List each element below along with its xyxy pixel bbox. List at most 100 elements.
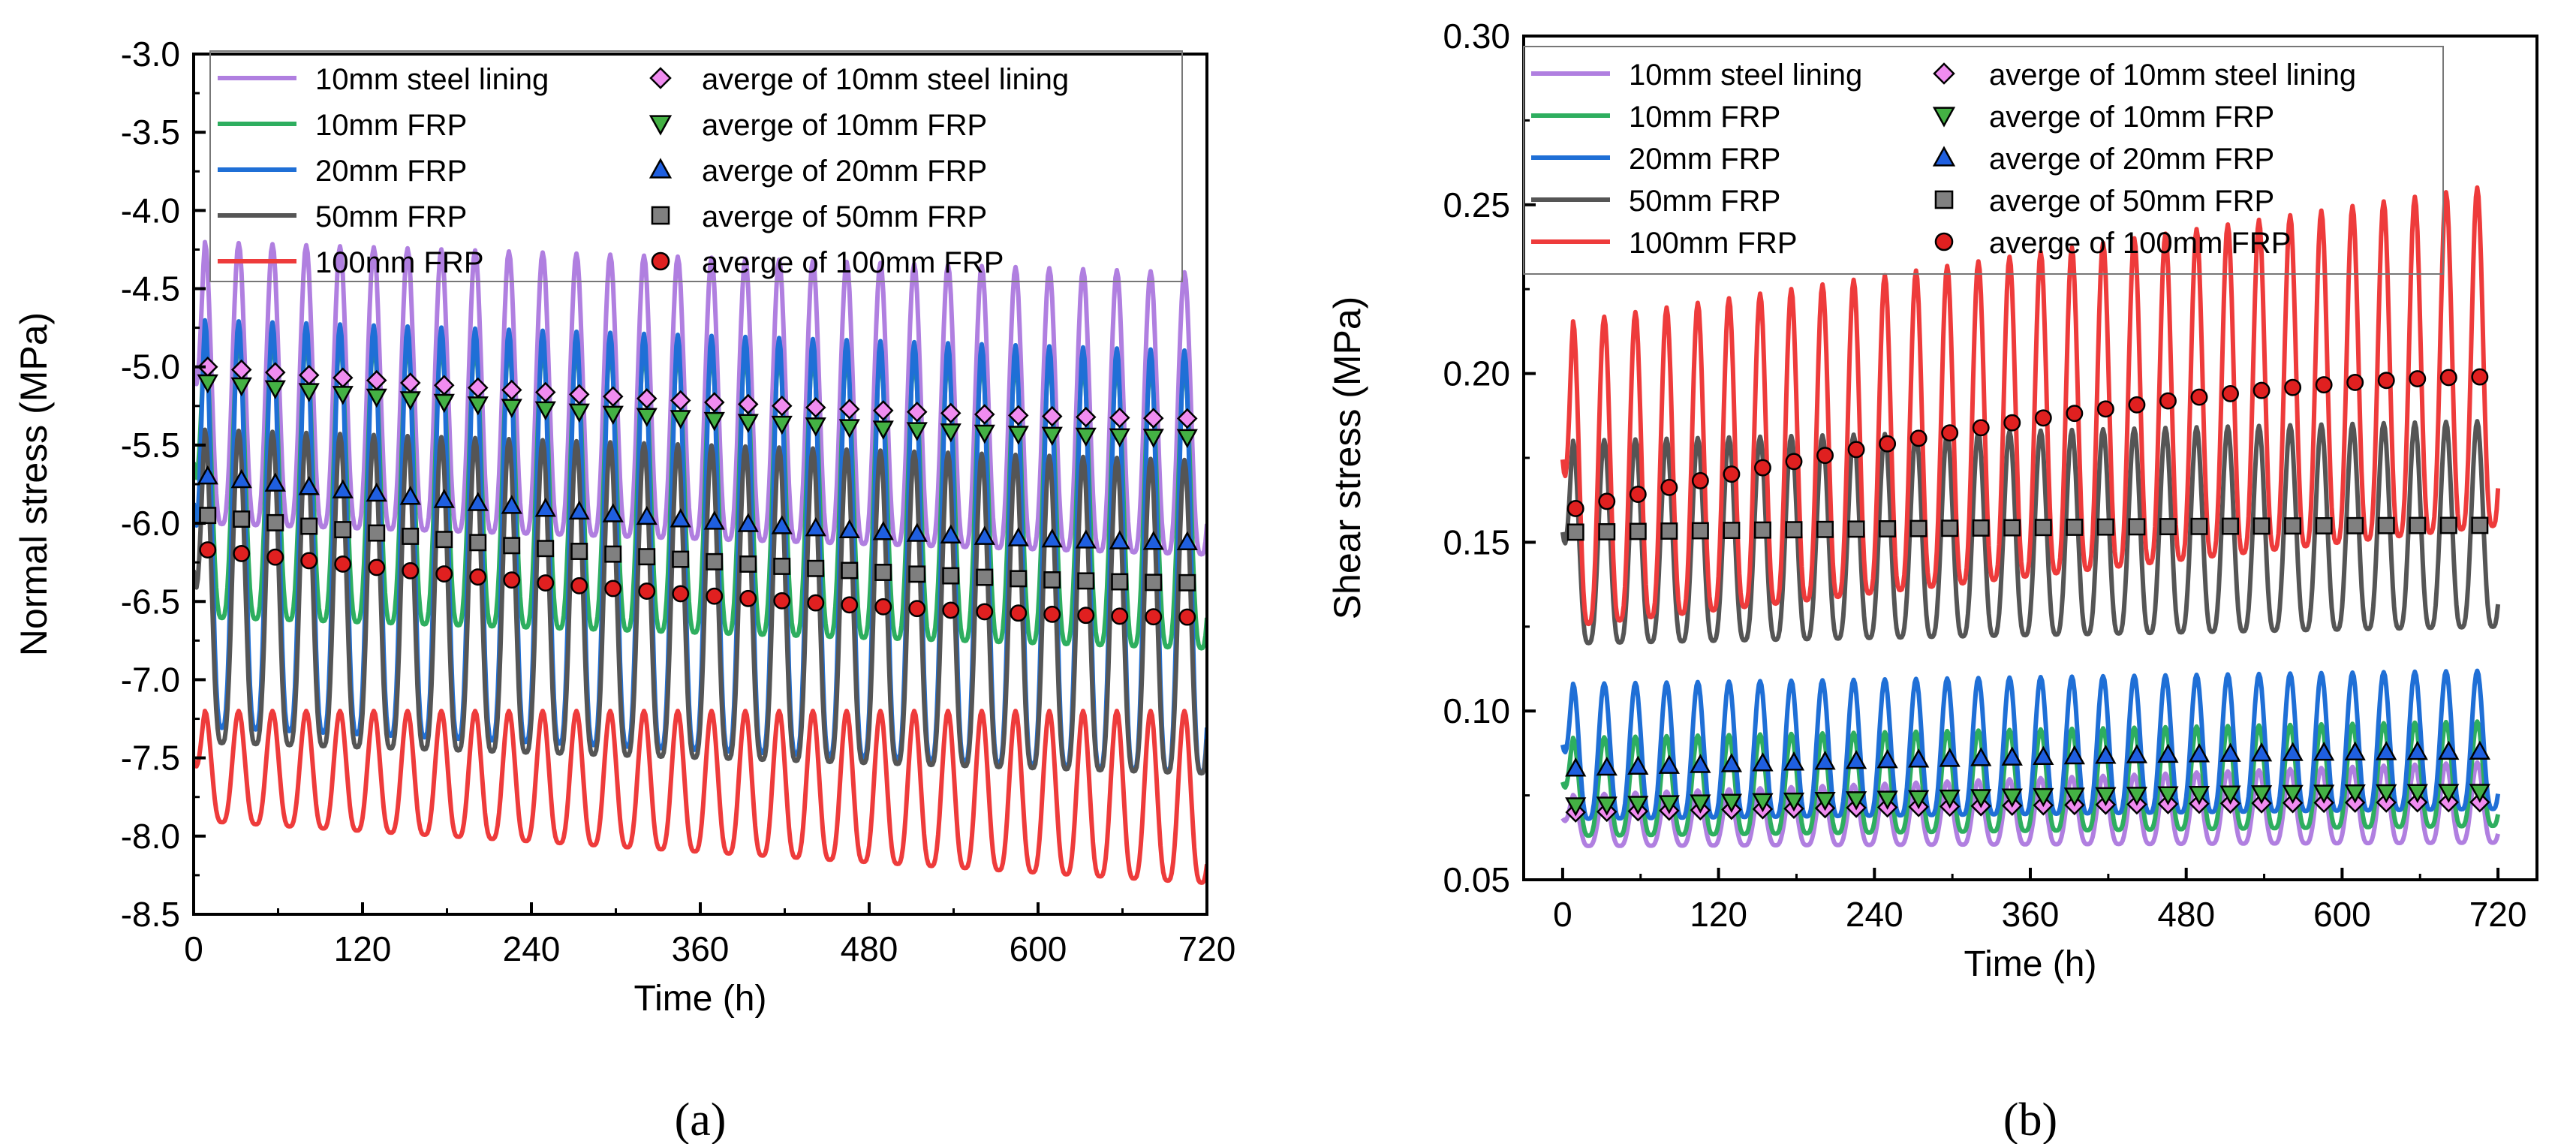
average-point — [1909, 519, 1927, 537]
average-point — [841, 561, 859, 580]
series-line-2 — [194, 333, 1207, 651]
average-point — [568, 500, 590, 520]
average-point — [771, 395, 793, 417]
average-point — [1176, 531, 1198, 550]
average-point — [636, 388, 658, 409]
average-point — [638, 583, 656, 600]
y-axis-label: Normal stress (MPa) — [13, 312, 55, 656]
average-point — [2377, 372, 2395, 390]
series-line-1 — [194, 239, 1207, 557]
legend-line-label: 10mm FRP — [315, 109, 467, 142]
panel-label: (b) — [2003, 1094, 2057, 1144]
average-point — [1845, 749, 1867, 769]
average-point — [602, 405, 624, 426]
average-point — [805, 397, 826, 418]
legend-marker-swatch — [1934, 232, 1954, 251]
average-point — [2066, 405, 2084, 423]
average-point — [908, 565, 926, 583]
y-tick-label: -7.0 — [121, 660, 180, 699]
average-point — [604, 580, 622, 598]
average-point — [706, 587, 724, 605]
average-point — [1752, 752, 1774, 772]
average-point — [2315, 376, 2333, 394]
average-point — [1627, 796, 1649, 815]
average-point — [2001, 746, 2023, 766]
average-point — [2406, 784, 2428, 803]
average-point — [1814, 750, 1836, 770]
average-point — [1720, 753, 1743, 772]
average-point — [807, 559, 825, 577]
average-point — [2469, 784, 2490, 803]
average-point — [1075, 529, 1097, 549]
average-point — [838, 419, 860, 438]
average-point — [773, 557, 791, 575]
average-series-3 — [197, 465, 1198, 550]
x-tick-label: 240 — [503, 929, 561, 968]
average-point — [1627, 755, 1649, 775]
average-point — [2438, 784, 2460, 803]
average-point — [703, 411, 725, 432]
average-point — [739, 555, 757, 573]
average-point — [469, 534, 487, 552]
average-point — [874, 598, 892, 616]
average-point — [737, 393, 759, 415]
average-point — [264, 472, 286, 492]
average-point — [1007, 527, 1029, 546]
legend-marker-swatch — [649, 158, 673, 179]
average-point — [1908, 748, 1930, 768]
average-point — [503, 571, 521, 589]
plot-area — [1560, 185, 2501, 848]
average-point — [636, 408, 658, 427]
average-point — [1754, 459, 1771, 477]
y-tick-label: -5.0 — [121, 348, 180, 387]
y-tick-label: -4.5 — [121, 269, 180, 309]
average-point — [2063, 787, 2085, 807]
legend-line-label: 50mm FRP — [1629, 185, 1780, 218]
average-point — [773, 592, 791, 610]
average-point — [1847, 520, 1865, 538]
average-point — [1010, 570, 1028, 588]
average-point — [2188, 743, 2210, 763]
x-tick-label: 720 — [1178, 929, 1236, 968]
average-point — [467, 492, 489, 511]
average-point — [469, 568, 487, 586]
average-point — [1970, 747, 1992, 766]
average-point — [1041, 528, 1063, 548]
average-point — [2252, 381, 2271, 399]
average-point — [2095, 745, 2117, 764]
average-point — [300, 552, 318, 570]
average-point — [366, 388, 387, 408]
average-series-5 — [1566, 368, 2489, 517]
average-point — [366, 482, 387, 502]
average-point — [332, 386, 354, 405]
average-point — [2033, 787, 2054, 808]
average-point — [2344, 741, 2366, 760]
average-point — [2096, 518, 2114, 536]
average-point — [1658, 795, 1680, 814]
average-point — [771, 415, 793, 435]
average-point — [805, 417, 826, 437]
legend-marker-swatch — [649, 115, 673, 136]
average-point — [2066, 518, 2084, 536]
average-point — [1690, 794, 1711, 814]
average-point — [670, 508, 691, 528]
x-tick-label: 720 — [2469, 895, 2527, 934]
average-point — [1566, 523, 1584, 541]
series-line-3 — [1560, 668, 2501, 821]
average-point — [501, 495, 522, 514]
y-tick-label: 0.05 — [1443, 860, 1510, 899]
average-point — [2409, 370, 2427, 387]
average-point — [1690, 754, 1711, 773]
average-point — [2409, 516, 2427, 534]
x-tick-label: 120 — [1690, 895, 1747, 934]
average-point — [1845, 791, 1867, 811]
legend-marker-swatch — [1933, 62, 1955, 85]
average-point — [976, 568, 994, 586]
average-point — [1939, 789, 1961, 809]
average-point — [2003, 519, 2021, 537]
average-point — [872, 420, 894, 440]
average-point — [2095, 787, 2117, 807]
x-tick-label: 360 — [2002, 895, 2060, 934]
legend-line-label: 20mm FRP — [1629, 143, 1780, 176]
x-tick-label: 600 — [1010, 929, 1067, 968]
